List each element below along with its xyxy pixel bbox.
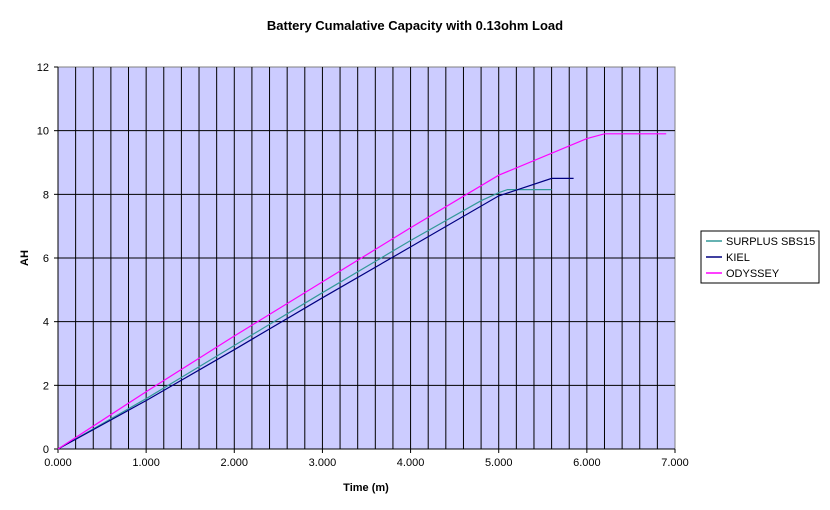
axes xyxy=(54,66,676,453)
y-tick-label: 8 xyxy=(43,189,49,201)
x-tick-label: 1.000 xyxy=(132,457,160,469)
legend: SURPLUS SBS15 KIEL ODYSSEY xyxy=(700,230,820,284)
y-tick-label: 4 xyxy=(43,317,49,329)
x-tick-label: 2.000 xyxy=(221,457,249,469)
x-tick-labels: 0.000 1.000 2.000 3.000 4.000 5.000 6.000 7.000 xyxy=(44,457,689,469)
x-axis-label: Time (m) xyxy=(343,482,389,494)
x-tick-label: 7.000 xyxy=(661,457,689,469)
x-tick-label: 0.000 xyxy=(44,457,72,469)
series-line-surplus-sbs15 xyxy=(57,189,552,450)
y-tick-labels: 0 2 4 6 8 10 12 xyxy=(37,62,49,456)
x-tick-label: 4.000 xyxy=(397,457,425,469)
gridlines xyxy=(58,67,675,449)
x-tick-label: 5.000 xyxy=(485,457,513,469)
legend-label: SURPLUS SBS15 xyxy=(726,236,815,248)
series-lines xyxy=(57,133,667,450)
chart-title: Battery Cumalative Capacity with 0.13ohm… xyxy=(267,18,563,33)
x-tick-label: 3.000 xyxy=(309,457,337,469)
y-tick-label: 10 xyxy=(37,126,49,138)
y-tick-label: 12 xyxy=(37,62,49,74)
y-axis-label: AH xyxy=(19,250,31,266)
y-tick-label: 0 xyxy=(43,444,49,456)
y-tick-label: 2 xyxy=(43,380,49,392)
legend-label: ODYSSEY xyxy=(726,268,780,280)
y-tick-label: 6 xyxy=(43,253,49,265)
series-line-odyssey xyxy=(57,133,667,450)
legend-label: KIEL xyxy=(726,252,750,264)
x-tick-label: 6.000 xyxy=(573,457,601,469)
series-line-kiel xyxy=(57,177,574,450)
